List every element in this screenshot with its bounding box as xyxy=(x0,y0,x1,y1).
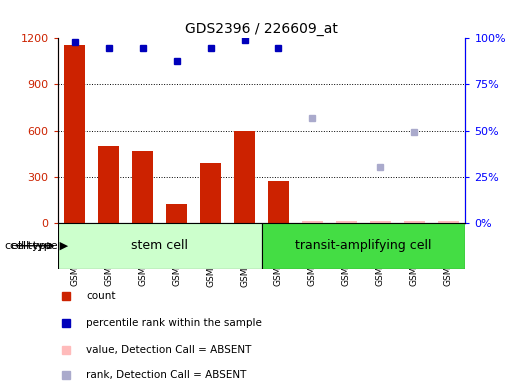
Text: rank, Detection Call = ABSENT: rank, Detection Call = ABSENT xyxy=(86,371,246,381)
Text: value, Detection Call = ABSENT: value, Detection Call = ABSENT xyxy=(86,344,252,354)
Text: percentile rank within the sample: percentile rank within the sample xyxy=(86,318,262,328)
Text: cell type  ▶: cell type ▶ xyxy=(5,241,69,251)
Bar xyxy=(166,204,187,223)
Text: transit-amplifying cell: transit-amplifying cell xyxy=(295,239,431,252)
Bar xyxy=(98,146,119,223)
Text: stem cell: stem cell xyxy=(131,239,188,252)
Bar xyxy=(404,221,425,223)
Bar xyxy=(132,151,153,223)
Title: GDS2396 / 226609_at: GDS2396 / 226609_at xyxy=(185,22,338,36)
Text: cell type: cell type xyxy=(10,241,58,251)
Bar xyxy=(200,163,221,223)
FancyBboxPatch shape xyxy=(262,223,465,269)
Bar xyxy=(370,221,391,223)
Bar xyxy=(302,221,323,223)
FancyBboxPatch shape xyxy=(58,223,262,269)
Bar xyxy=(64,45,85,223)
Bar xyxy=(336,221,357,223)
Bar xyxy=(268,181,289,223)
Bar xyxy=(234,131,255,223)
Text: count: count xyxy=(86,291,116,301)
Bar xyxy=(438,222,459,223)
